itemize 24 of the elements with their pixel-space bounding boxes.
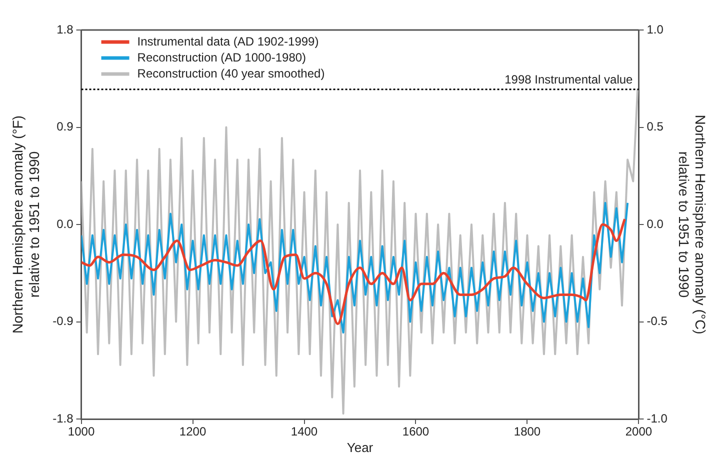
x-tick-label: 1400: [290, 424, 318, 439]
y-tick-label: 1.8: [56, 22, 74, 36]
ref-line-label: 1998 Instrumental value: [504, 72, 634, 87]
y2-tick-label: 0.0: [646, 216, 664, 231]
legend-label: Instrumental data (AD 1902-1999): [137, 34, 319, 48]
line-series: [81, 218, 626, 326]
x-tick-label: 1200: [179, 424, 206, 439]
legend-label: Reconstruction (AD 1000-1980): [137, 50, 306, 64]
y2-axis-title: Northern Hemisphere anomaly (°C) relative to 1951 to 1990: [676, 114, 709, 334]
x-tick-label: 1800: [514, 424, 541, 439]
x-axis-title: Year: [346, 440, 374, 455]
y2-tick-label: 1.0: [646, 22, 664, 36]
legend-label: Reconstruction (40 year smoothed): [137, 66, 325, 80]
y2-tick-label: -1.0: [646, 411, 668, 426]
x-tick-label: 2000: [625, 424, 652, 439]
y-axis-title: Northern Hemisphere anomaly (°F) relative to 1951 to 1990: [9, 115, 42, 334]
y2-tick-label: -0.5: [646, 314, 668, 328]
x-tick-label: 1600: [402, 424, 430, 439]
y-tick-label: -0.9: [52, 314, 74, 328]
x-tick-label: 1000: [68, 424, 95, 439]
y-tick-label: -1.8: [52, 411, 74, 426]
y-tick-label: 0.9: [56, 120, 74, 134]
y2-tick-label: 0.5: [646, 120, 664, 134]
y-tick-label: 0.0: [56, 216, 74, 231]
